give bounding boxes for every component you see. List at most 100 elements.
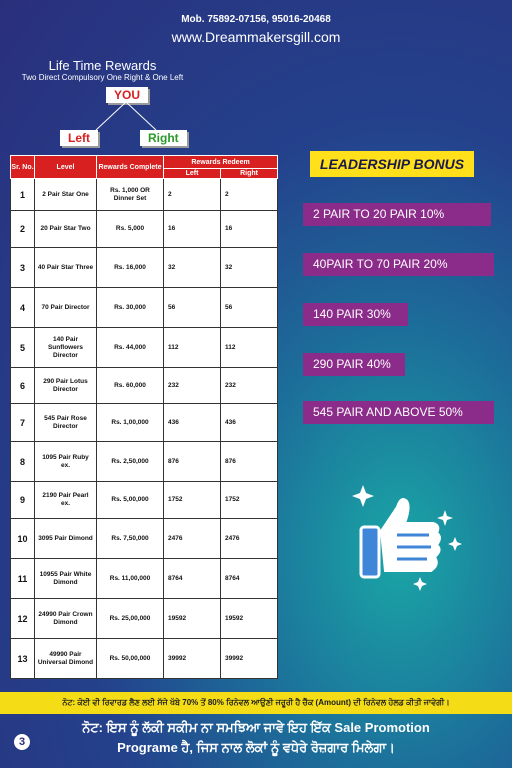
left-cell: 8764	[163, 558, 221, 599]
right-cell: 32	[219, 247, 279, 288]
sr-cell: 12	[10, 598, 35, 639]
right-box: Right	[140, 130, 187, 146]
complete-cell: Rs. 7,50,000	[96, 518, 164, 559]
website-url[interactable]: www.Dreammakersgill.com	[171, 29, 341, 45]
table-row: 2 20 Pair Star Two Rs. 5,000 16 16	[10, 210, 279, 248]
right-cell: 8764	[219, 558, 279, 599]
left-cell: 39992	[163, 638, 221, 679]
complete-cell: Rs. 1,000 OR Dinner Set	[96, 178, 164, 211]
leadership-bonus-title: LEADERSHIP BONUS	[310, 151, 474, 177]
table-row: 11 10955 Pair White Dimond Rs. 11,00,000 87…	[10, 558, 279, 599]
level-cell: 545 Pair Rose Director	[34, 403, 97, 442]
right-cell: 2	[219, 178, 279, 211]
right-cell: 876	[219, 441, 279, 482]
left-cell: 2476	[163, 518, 221, 559]
mobile-numbers: Mob. 75892-07156, 95016-20468	[181, 14, 331, 25]
left-cell: 1752	[163, 481, 221, 519]
renewal-note: ਨੋਟ: ਕੋਈ ਵੀ ਰਿਵਾਰਡ ਲੈਣ ਲਈ ਸੱਜੇ ਖੱਬੇ 70% …	[0, 692, 512, 714]
table-row: 4 70 Pair Director Rs. 30,000 56 56	[10, 287, 279, 328]
header-rewards-complete: Rewards Complete	[96, 155, 164, 179]
sparkle-icon	[448, 537, 462, 551]
complete-cell: Rs. 30,000	[96, 287, 164, 328]
right-cell: 19592	[219, 598, 279, 639]
table-row: 8 1095 Pair Ruby ex. Rs. 2,50,000 876 876	[10, 441, 279, 482]
sr-cell: 3	[10, 247, 35, 288]
right-cell: 2476	[219, 518, 279, 559]
lifetime-rewards-subtitle: Two Direct Compulsory One Right & One Le…	[21, 73, 184, 82]
left-cell: 19592	[163, 598, 221, 639]
sparkle-icon	[413, 577, 427, 591]
complete-cell: Rs. 25,00,000	[96, 598, 164, 639]
table-row: 7 545 Pair Rose Director Rs. 1,00,000 436 43…	[10, 403, 279, 442]
header-rewards-redeem: Rewards Redeem	[162, 155, 279, 169]
complete-cell: Rs. 5,000	[96, 210, 164, 248]
left-cell: 16	[163, 210, 221, 248]
level-cell: 20 Pair Star Two	[34, 210, 97, 248]
sparkle-icon	[352, 485, 374, 507]
left-cell: 32	[163, 247, 221, 288]
header-level: Level	[34, 155, 97, 179]
complete-cell: Rs. 50,00,000	[96, 638, 164, 679]
sr-cell: 8	[10, 441, 35, 482]
complete-cell: Rs. 5,00,000	[96, 481, 164, 519]
left-cell: 436	[163, 403, 221, 442]
leadership-item: 2 PAIR TO 20 PAIR 10%	[303, 203, 491, 226]
thumbs-up-icon	[352, 485, 462, 591]
complete-cell: Rs. 16,000	[96, 247, 164, 288]
sr-cell: 1	[10, 178, 35, 211]
level-cell: 2 Pair Star One	[34, 178, 97, 211]
complete-cell: Rs. 2,50,000	[96, 441, 164, 482]
leadership-item: 140 PAIR 30%	[303, 303, 408, 326]
left-cell: 232	[163, 367, 221, 404]
rewards-table: Sr. No. Level Rewards Complete Rewards R…	[10, 155, 279, 679]
sparkle-icon	[437, 510, 453, 526]
sr-cell: 7	[10, 403, 35, 442]
level-cell: 2190 Pair Pearl ex.	[34, 481, 97, 519]
left-box: Left	[60, 130, 98, 146]
level-cell: 49990 Pair Universal Dimond	[34, 638, 97, 679]
sr-cell: 10	[10, 518, 35, 559]
table-row: 13 49990 Pair Universal Dimond Rs. 50,00,0…	[10, 638, 279, 679]
complete-cell: Rs. 1,00,000	[96, 403, 164, 442]
level-cell: 1095 Pair Ruby ex.	[34, 441, 97, 482]
level-cell: 70 Pair Director	[34, 287, 97, 328]
complete-cell: Rs. 11,00,000	[96, 558, 164, 599]
level-cell: 290 Pair Lotus Director	[34, 367, 97, 404]
page-number: 3	[14, 734, 30, 750]
complete-cell: Rs. 60,000	[96, 367, 164, 404]
you-box: YOU	[106, 87, 148, 103]
right-cell: 16	[219, 210, 279, 248]
table-row: 6 290 Pair Lotus Director Rs. 60,000 232 232	[10, 367, 279, 404]
left-cell: 112	[163, 327, 221, 368]
leadership-item: 40PAIR TO 70 PAIR 20%	[303, 253, 494, 276]
table-row: 3 40 Pair Star Three Rs. 16,000 32 32	[10, 247, 279, 288]
right-cell: 232	[219, 367, 279, 404]
sr-cell: 9	[10, 481, 35, 519]
left-cell: 876	[163, 441, 221, 482]
sr-cell: 6	[10, 367, 35, 404]
lifetime-rewards-title: Life Time Rewards	[48, 58, 157, 73]
left-cell: 56	[163, 287, 221, 328]
footer-note: ਨੋਟ: ਇਸ ਨੂੰ ਲੱਕੀ ਸਕੀਮ ਨਾ ਸਮਝਿਆ ਜਾਵੇ ਇਹ ਇ…	[0, 718, 512, 758]
footer-line-1: ਨੋਟ: ਇਸ ਨੂੰ ਲੱਕੀ ਸਕੀਮ ਨਾ ਸਮਝਿਆ ਜਾਵੇ ਇਹ ਇ…	[82, 720, 430, 735]
level-cell: 140 Pair Sunflowers Director	[34, 327, 97, 368]
sr-cell: 5	[10, 327, 35, 368]
table-row: 10 3095 Pair Dimond Rs. 7,50,000 2476 2476	[10, 518, 279, 559]
leadership-item: 545 PAIR AND ABOVE 50%	[303, 401, 494, 424]
table-row: 5 140 Pair Sunflowers Director Rs. 44,000 1…	[10, 327, 279, 368]
level-cell: 10955 Pair White Dimond	[34, 558, 97, 599]
footer-line-2: Programe ਹੈ, ਜਿਸ ਨਾਲ ਲੋਕਾਂ ਨੂੰ ਵਧੇਰੇ ਰੋਜ…	[117, 740, 395, 755]
contact-header: Mob. 75892-07156, 95016-20468 www.Dreamm…	[0, 14, 512, 45]
sr-cell: 13	[10, 638, 35, 679]
level-cell: 24990 Pair Crown Dimond	[34, 598, 97, 639]
right-cell: 436	[219, 403, 279, 442]
level-cell: 3095 Pair Dimond	[34, 518, 97, 559]
header-left: Left	[163, 168, 221, 179]
right-cell: 1752	[219, 481, 279, 519]
header-right: Right	[219, 168, 279, 179]
header-sr-no: Sr. No.	[10, 155, 35, 179]
right-cell: 39992	[219, 638, 279, 679]
table-row: 9 2190 Pair Pearl ex. Rs. 5,00,000 1752 1752	[10, 481, 279, 519]
right-cell: 112	[219, 327, 279, 368]
